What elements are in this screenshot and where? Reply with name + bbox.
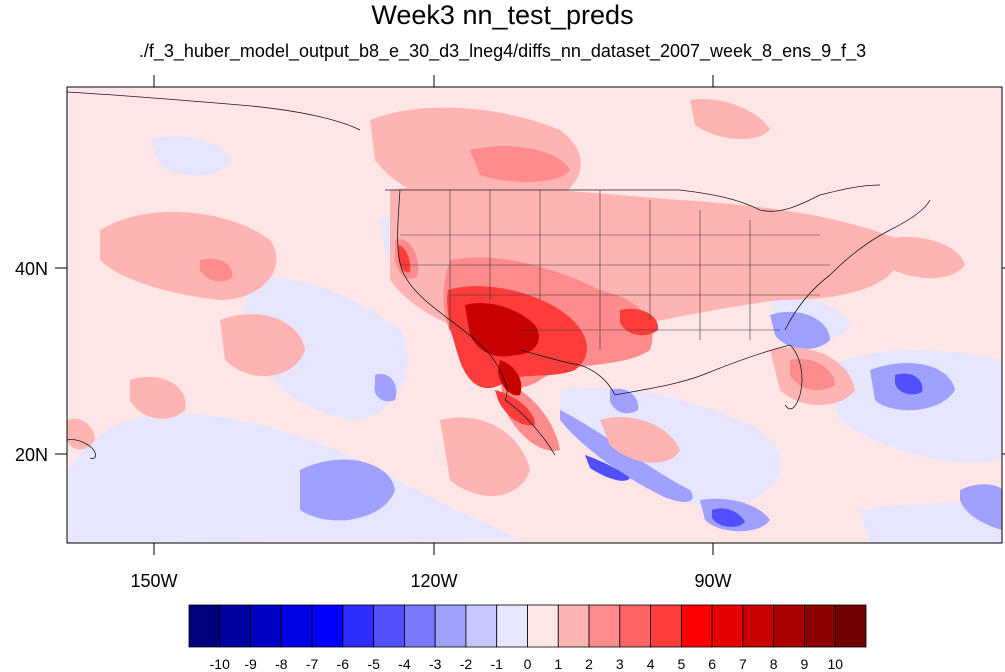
colorbar-swatch <box>465 604 498 648</box>
colorbar-label: -10 <box>210 656 230 672</box>
colorbar-labels: -10 -9 -8 -7 -6 -5 -4 -3 -2 -1 0 1 2 3 4 5 6 7 8 9 10 <box>210 656 844 672</box>
colorbar-label: -9 <box>244 656 257 672</box>
colorbar-label: 5 <box>677 656 685 672</box>
lat-label: 40N <box>15 259 48 279</box>
colorbar-swatch <box>373 604 405 648</box>
colorbar-label: -7 <box>306 656 319 672</box>
colorbar-swatch <box>496 604 528 648</box>
colorbar-label: -8 <box>275 656 288 672</box>
positive-anomaly-extreme <box>465 302 539 396</box>
colorbar-label: 3 <box>616 656 624 672</box>
colorbar-label: -2 <box>460 656 473 672</box>
state-borders <box>400 190 830 350</box>
colorbar-swatch <box>680 604 713 648</box>
colorbar <box>188 604 867 648</box>
colorbar-swatch <box>434 604 467 648</box>
colorbar-label: -6 <box>337 656 350 672</box>
colorbar-swatch <box>650 604 682 648</box>
colorbar-swatch <box>188 604 221 648</box>
map-subtitle: ./f_3_huber_model_output_b8_e_30_d3_lneg… <box>138 41 867 61</box>
lon-label: 90W <box>694 571 731 591</box>
colorbar-label: 2 <box>585 656 593 672</box>
colorbar-swatch <box>527 604 559 648</box>
colorbar-swatch <box>250 604 282 648</box>
colorbar-label: -1 <box>491 656 504 672</box>
map-title: Week3 nn_test_preds <box>371 0 634 30</box>
colorbar-label: -5 <box>367 656 380 672</box>
lon-label: 120W <box>410 571 457 591</box>
colorbar-swatch <box>773 604 805 648</box>
colorbar-swatch <box>557 604 590 648</box>
colorbar-swatch <box>280 604 313 648</box>
colorbar-label: 8 <box>770 656 778 672</box>
colorbar-label: 9 <box>801 656 809 672</box>
colorbar-swatch <box>404 604 436 648</box>
plot-frame <box>66 86 1003 544</box>
coastlines <box>67 91 931 459</box>
colorbar-swatch <box>834 604 867 648</box>
colorbar-label: 10 <box>827 656 843 672</box>
negative-anomaly-strong <box>585 373 923 527</box>
colorbar-label: -3 <box>429 656 442 672</box>
colorbar-swatch <box>219 604 251 648</box>
colorbar-swatch <box>619 604 651 648</box>
colorbar-swatch <box>711 604 744 648</box>
lon-label: 150W <box>130 571 177 591</box>
colorbar-label: -4 <box>398 656 411 672</box>
latitude-labels: 40N 20N <box>15 259 48 465</box>
anomaly-field <box>67 87 1002 543</box>
lat-label: 20N <box>15 445 48 465</box>
colorbar-swatch <box>311 604 344 648</box>
colorbar-label: 0 <box>524 656 532 672</box>
colorbar-label: 6 <box>708 656 716 672</box>
colorbar-label: 1 <box>554 656 562 672</box>
colorbar-label: 4 <box>647 656 655 672</box>
longitude-labels: 150W 120W 90W <box>130 571 731 591</box>
colorbar-swatch <box>588 604 621 648</box>
colorbar-swatch <box>342 604 375 648</box>
colorbar-swatch <box>742 604 775 648</box>
colorbar-swatch <box>804 604 836 648</box>
colorbar-label: 7 <box>739 656 747 672</box>
